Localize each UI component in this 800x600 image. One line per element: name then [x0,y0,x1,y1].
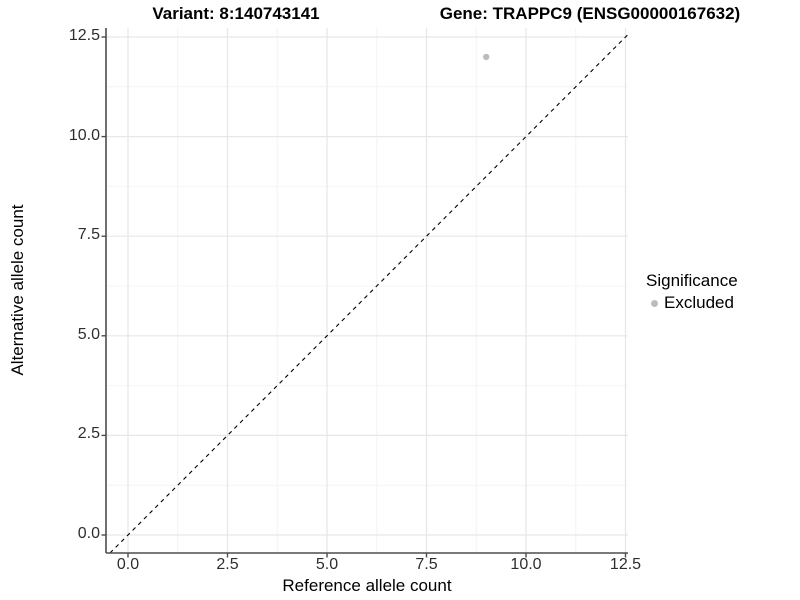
legend: Significance Excluded [646,270,738,313]
legend-key [646,295,663,312]
legend-title: Significance [646,271,738,290]
legend-item-excluded: Excluded [646,293,738,313]
data-point [483,53,490,61]
identity-dashed-line [109,34,629,554]
legend-item-label: Excluded [664,293,734,312]
excluded-point-icon [651,299,658,307]
variant-title: Variant: 8:140743141 [152,4,320,23]
y-axis-title: Alternative allele count [8,204,27,376]
gene-title: Gene: TRAPPC9 (ENSG00000167632) [439,4,741,23]
x-axis-title: Reference allele count [282,576,452,595]
